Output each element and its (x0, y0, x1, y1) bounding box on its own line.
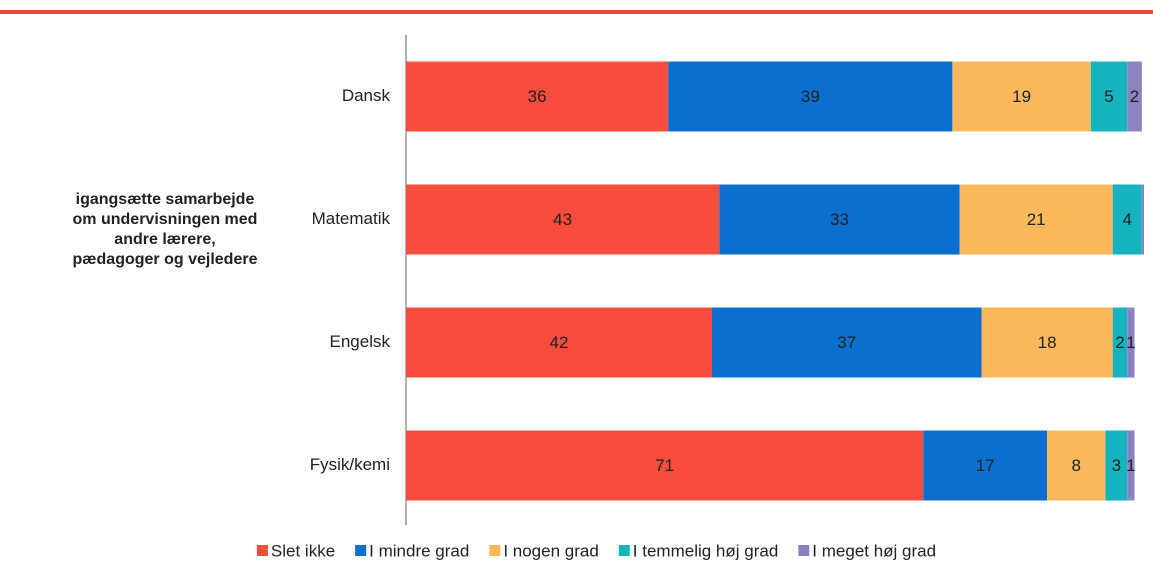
data-label: 5 (1104, 87, 1113, 106)
y-tick-label: Dansk (342, 86, 391, 105)
group-label: igangsætte samarbejde om undervisningen … (72, 191, 258, 268)
bar-segment (1141, 184, 1144, 255)
legend-label: I temmelig høj grad (633, 541, 779, 560)
legend-swatch (618, 545, 630, 556)
legend-swatch (489, 545, 501, 556)
bar-segment (711, 307, 982, 378)
data-label: 37 (837, 333, 856, 352)
bar-segment (406, 307, 712, 378)
y-tick-label: Engelsk (330, 332, 391, 351)
bar-segment (719, 184, 960, 255)
bar-segment (1047, 430, 1106, 501)
data-label: 1 (1126, 333, 1135, 352)
bar-segment (668, 61, 953, 132)
data-label: 2 (1130, 87, 1139, 106)
y-tick-label: Matematik (312, 209, 391, 228)
data-label: 43 (553, 210, 572, 229)
y-tick-label: Fysik/kemi (310, 455, 390, 474)
data-label: 18 (1038, 333, 1057, 352)
data-label: 2 (1115, 333, 1124, 352)
bar-segment (959, 184, 1113, 255)
data-label: 8 (1072, 456, 1081, 475)
legend-label: Slet ikke (271, 541, 335, 560)
data-label: 1 (1126, 456, 1135, 475)
top-rule (0, 10, 1153, 14)
bar-segment (1127, 430, 1135, 501)
data-label: 33 (830, 210, 849, 229)
bar-segment (406, 61, 669, 132)
legend-label: I nogen grad (503, 541, 598, 560)
legend-label: I meget høj grad (812, 541, 936, 560)
data-label: 39 (801, 87, 820, 106)
bar-segment (952, 61, 1091, 132)
legend-label: I mindre grad (369, 541, 469, 560)
bar-segment (981, 307, 1113, 378)
bar-segment (406, 430, 924, 501)
data-label: 42 (550, 333, 569, 352)
data-label: 71 (655, 456, 674, 475)
data-label: 21 (1027, 210, 1046, 229)
data-label: 17 (976, 456, 995, 475)
bar-segment (406, 184, 720, 255)
bar-segment (1105, 430, 1128, 501)
data-label: 4 (1123, 210, 1132, 229)
bar-segment (1127, 61, 1142, 132)
bar-segment (1112, 307, 1128, 378)
data-label: 3 (1112, 456, 1121, 475)
legend-swatch (256, 545, 268, 556)
legend-swatch (798, 545, 810, 556)
bar-segment (1127, 307, 1135, 378)
data-label: 19 (1012, 87, 1031, 106)
legend-swatch (355, 545, 367, 556)
data-label: 36 (528, 87, 547, 106)
bar-segment (923, 430, 1048, 501)
bar-segment (1090, 61, 1128, 132)
bar-segment (1112, 184, 1142, 255)
